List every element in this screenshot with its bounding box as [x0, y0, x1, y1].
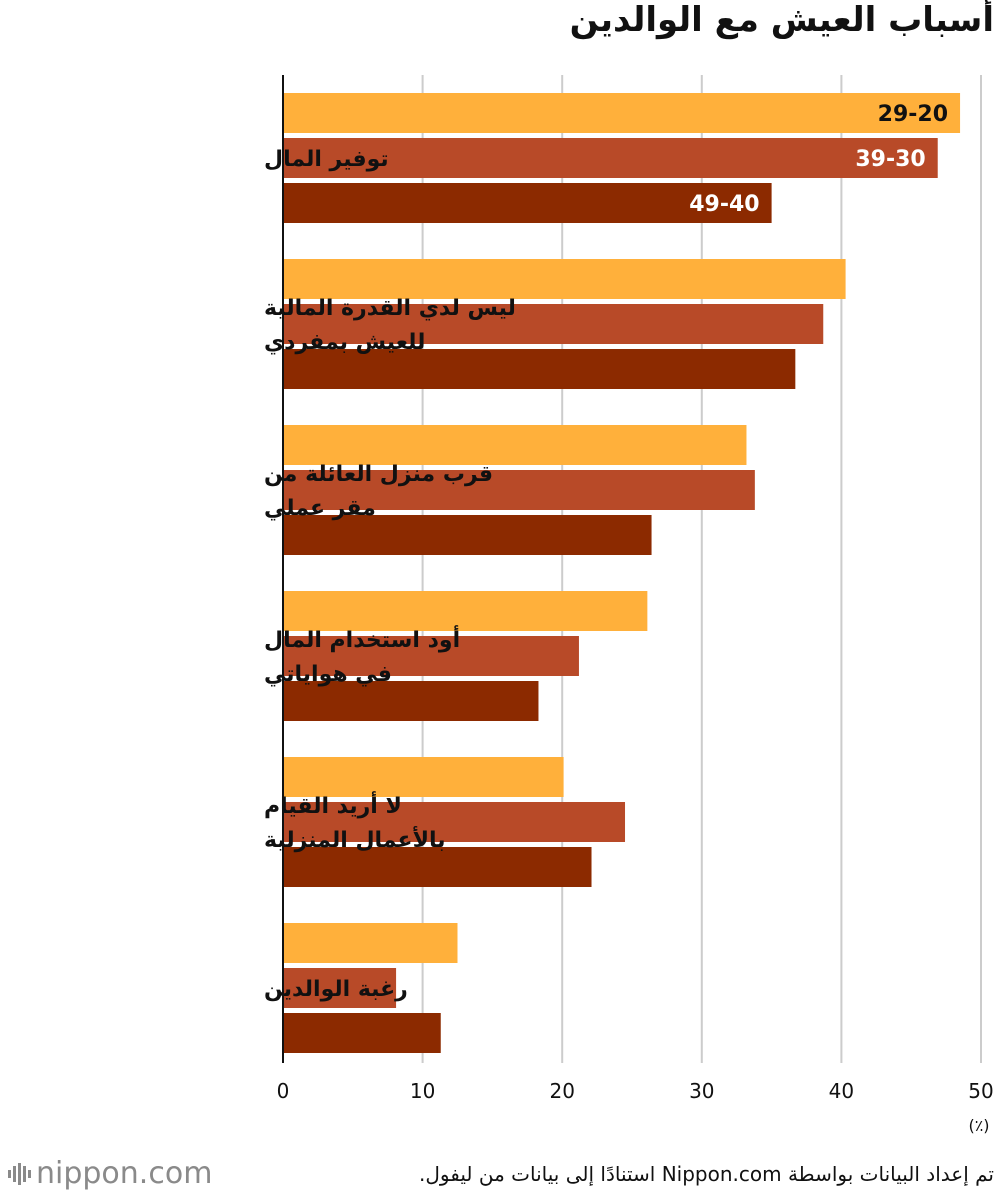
logo-mark-icon: [8, 1163, 31, 1185]
bar: [283, 138, 938, 178]
bar: [283, 183, 772, 223]
gridlines: [421, 75, 982, 1063]
bar: [283, 515, 652, 555]
category-label: لا أريد القيام: [264, 790, 402, 819]
bar: [283, 757, 564, 797]
category-label: رغبة الوالدين: [264, 977, 408, 1002]
category-label: ليس لدي القدرة المالية: [264, 296, 516, 321]
series-label: 49-40: [689, 192, 759, 217]
bars: 29-20 39-30 49-40: [283, 93, 961, 1053]
category-label: توفير المال: [264, 147, 389, 172]
x-tick-label: 0: [277, 1079, 290, 1103]
category-label: في هواياتي: [264, 662, 392, 687]
category-label: بالأعمال المنزلية: [264, 825, 446, 853]
bar: [283, 349, 796, 389]
bar: [283, 1013, 441, 1053]
unit-label: (٪): [968, 1116, 989, 1135]
category-label: أود استخدام المال: [264, 624, 460, 653]
bar: [283, 470, 755, 510]
x-tick-label: 20: [549, 1079, 574, 1103]
bar: [283, 93, 961, 133]
category-label: للعيش بمفردي: [264, 330, 425, 355]
bar: [283, 425, 747, 465]
bar: [283, 681, 539, 721]
bar: [283, 304, 824, 344]
series-label: 29-20: [878, 102, 948, 127]
x-tick-label: 10: [410, 1079, 435, 1103]
source-note: تم إعداد البيانات بواسطة Nippon.com استن…: [419, 1162, 994, 1186]
x-tick-label: 40: [829, 1079, 854, 1103]
bar: [283, 923, 458, 963]
chart-title: أسباب العيش مع الوالدين: [569, 0, 994, 40]
x-tick-label: 30: [689, 1079, 714, 1103]
category-labels: توفير المال ليس لدي القدرة المالية للعيش ب…: [264, 147, 516, 1002]
series-label: 39-30: [855, 147, 925, 172]
x-tick-labels: 0 10 20 30 40 50: [277, 1079, 994, 1103]
bar: [283, 968, 397, 1008]
category-label: قرب منزل العائلة من: [264, 462, 493, 487]
bar-chart: 29-20 39-30 49-40 توفير المال ليس لدي القدر…: [264, 75, 994, 1135]
bar: [283, 847, 592, 887]
nippon-logo: nippon.com: [6, 1156, 212, 1191]
bar: [283, 636, 579, 676]
logo-text: nippon.com: [36, 1156, 213, 1191]
category-label: مقر عملي: [264, 496, 376, 521]
bar: [283, 802, 626, 842]
bar: [283, 591, 648, 631]
bar: [283, 259, 846, 299]
x-tick-label: 50: [968, 1079, 993, 1103]
